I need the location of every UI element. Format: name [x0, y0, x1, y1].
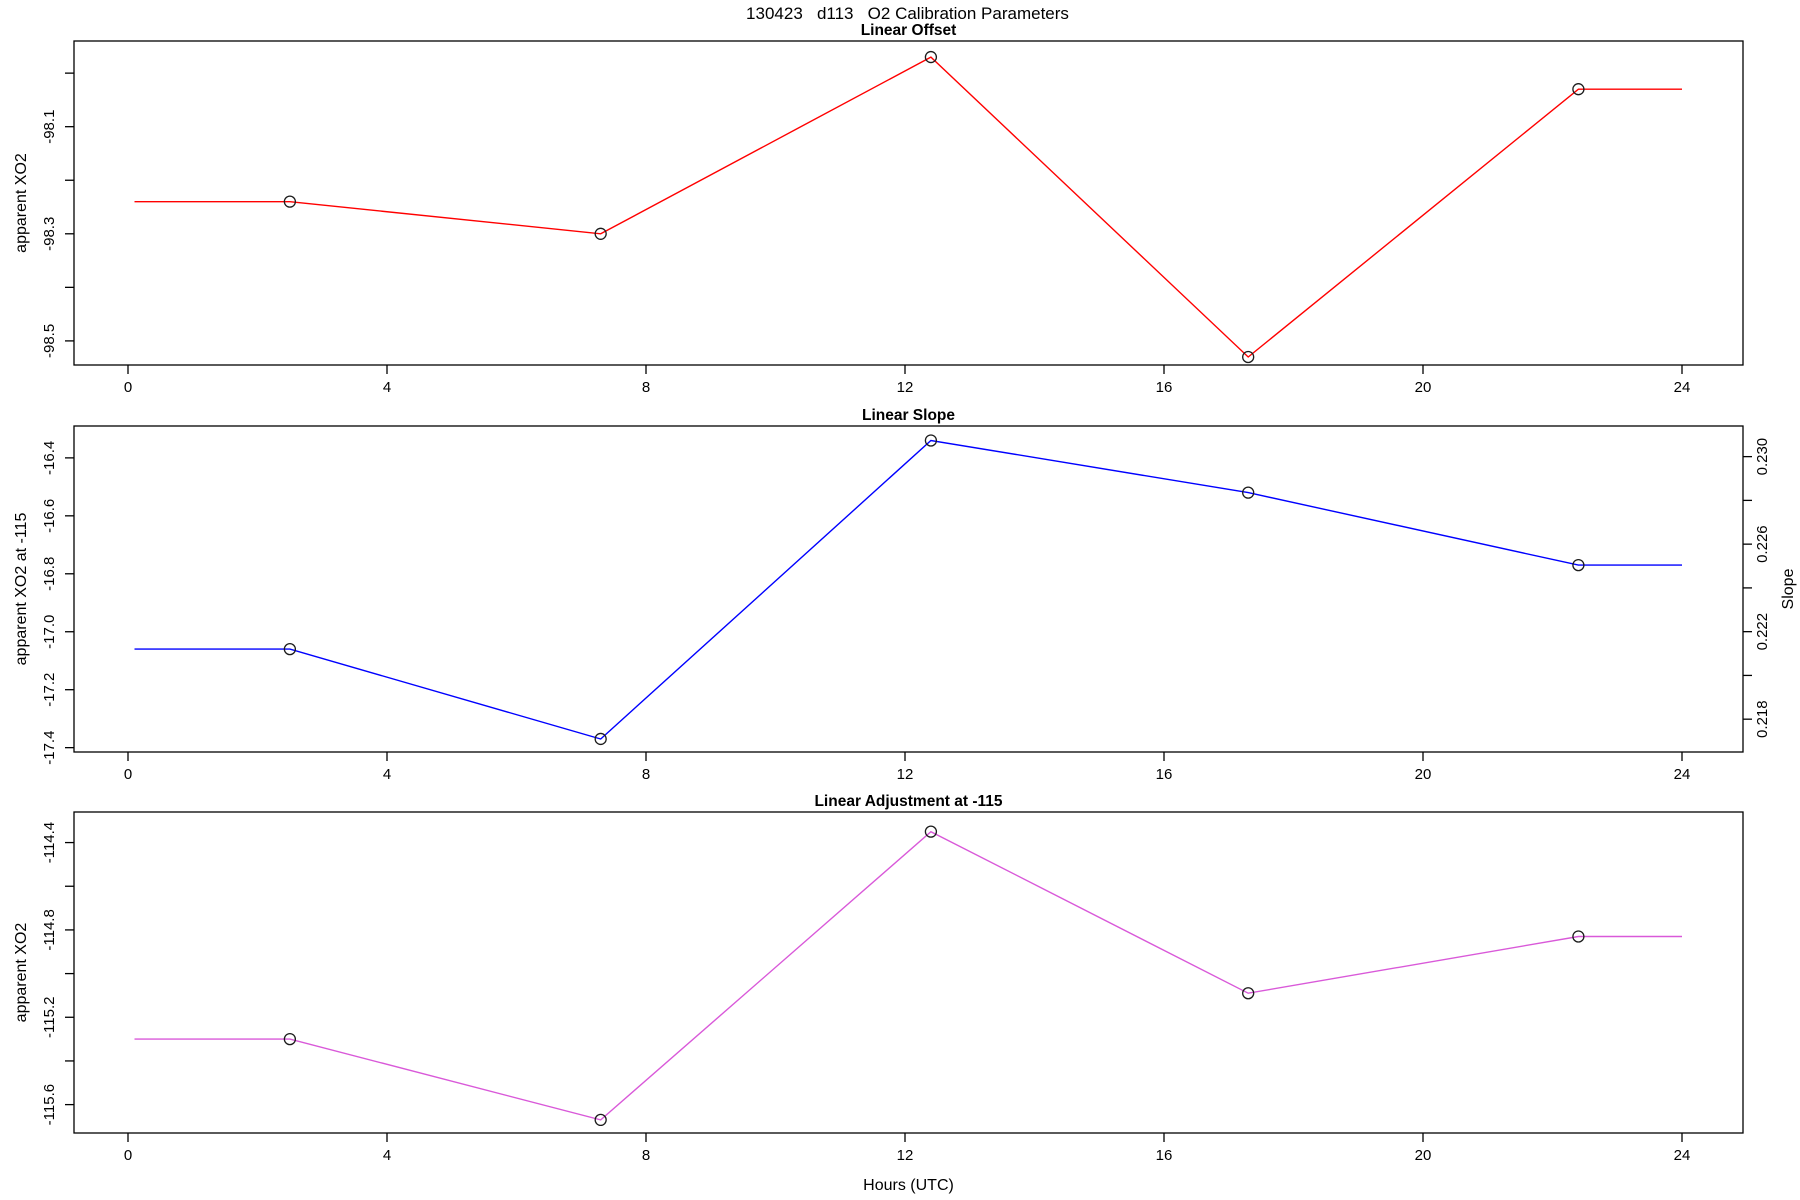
x-tick-label: 16: [1156, 379, 1173, 396]
data-point-marker: [283, 195, 297, 208]
x-tick-label: 4: [383, 766, 391, 783]
series-line: [134, 56, 1682, 358]
panel-title: Linear Offset: [861, 22, 957, 39]
x-tick-label: 4: [383, 379, 391, 396]
x-tick-label: 0: [124, 766, 132, 783]
x-tick-label: 4: [383, 1147, 391, 1164]
x-tick-label: 24: [1674, 379, 1691, 396]
x-tick-label: 24: [1674, 1147, 1691, 1164]
x-tick-label: 24: [1674, 766, 1691, 783]
x-axis-label: Hours (UTC): [863, 1177, 954, 1194]
plot-box: [73, 40, 1744, 366]
y-tick-label: -16.8: [41, 557, 58, 591]
right-y-axis-label: Slope: [1780, 568, 1797, 609]
x-tick-label: 16: [1156, 1147, 1173, 1164]
x-tick-label: 20: [1415, 766, 1432, 783]
x-tick-label: 12: [897, 1147, 914, 1164]
y-tick-label: -17.0: [41, 615, 58, 649]
y-tick-label: -114.8: [41, 909, 58, 950]
x-tick-label: 0: [124, 1147, 132, 1164]
panel-linear-offset: Linear Offset 0 4 8 12 16 20 24 -98.1 -98.3 -98.5 a…: [13, 22, 1744, 396]
x-tick-label: 12: [897, 766, 914, 783]
panel-linear-adjustment-at-115: Linear Adjustment at -115 0 4 8 12 16 20 24 -114…: [13, 793, 1744, 1164]
data-point-marker: [924, 825, 938, 838]
panel-title: Linear Slope: [862, 407, 955, 424]
y-tick-label: -17.4: [41, 731, 58, 765]
y-tick-label: -98.5: [41, 324, 58, 358]
data-point-marker: [594, 732, 607, 746]
y-tick-label: -98.1: [41, 110, 58, 144]
y-tick-label: -16.4: [41, 441, 58, 475]
data-point-marker: [594, 1113, 607, 1127]
x-tick-label: 0: [124, 379, 132, 396]
x-tick-label: 8: [642, 1147, 650, 1164]
data-point-marker: [594, 227, 607, 240]
y-tick-label: -115.2: [41, 997, 58, 1038]
x-tick-label: 8: [642, 766, 650, 783]
x-tick-label: 16: [1156, 766, 1173, 783]
y-tick-label: -114.4: [41, 822, 58, 863]
plot-box: [73, 425, 1744, 753]
data-point-marker: [924, 50, 938, 64]
x-tick-label: 12: [897, 379, 914, 396]
data-point-marker: [924, 434, 938, 447]
right-y-tick-label: 0.218: [1754, 700, 1771, 738]
x-tick-label: 20: [1415, 1147, 1432, 1164]
panel-title: Linear Adjustment at -115: [814, 793, 1002, 810]
y-axis-label: apparent XO2: [13, 923, 30, 1023]
data-point-marker: [1242, 350, 1255, 364]
right-y-tick-label: 0.222: [1754, 613, 1771, 651]
series-line: [134, 439, 1682, 740]
y-axis-label: apparent XO2: [13, 153, 30, 253]
right-y-tick-label: 0.226: [1754, 525, 1771, 563]
y-tick-label: -98.3: [41, 217, 58, 251]
data-point-marker: [1242, 987, 1255, 1000]
data-point-marker: [1572, 83, 1585, 96]
x-tick-label: 8: [642, 379, 650, 396]
data-point-marker: [1572, 558, 1585, 572]
data-point-marker: [283, 1032, 297, 1046]
right-y-tick-label: 0.230: [1754, 438, 1771, 476]
data-point-marker: [283, 642, 297, 656]
data-point-marker: [1572, 930, 1585, 943]
y-tick-label: -17.2: [41, 673, 58, 707]
x-tick-label: 20: [1415, 379, 1432, 396]
series-line: [134, 830, 1682, 1121]
y-axis-label: apparent XO2 at -115: [13, 513, 30, 666]
plot-box: [73, 811, 1744, 1134]
figure-title: 130423 d113 O2 Calibration Parameters: [746, 4, 1069, 23]
y-tick-label: -16.6: [41, 499, 58, 533]
panel-linear-slope: Linear Slope 0 4 8 12 16 20 24 -16.4 -16.6 -16.8 -1…: [13, 407, 1797, 783]
data-point-marker: [1242, 486, 1255, 499]
y-tick-label: -115.6: [41, 1084, 58, 1125]
